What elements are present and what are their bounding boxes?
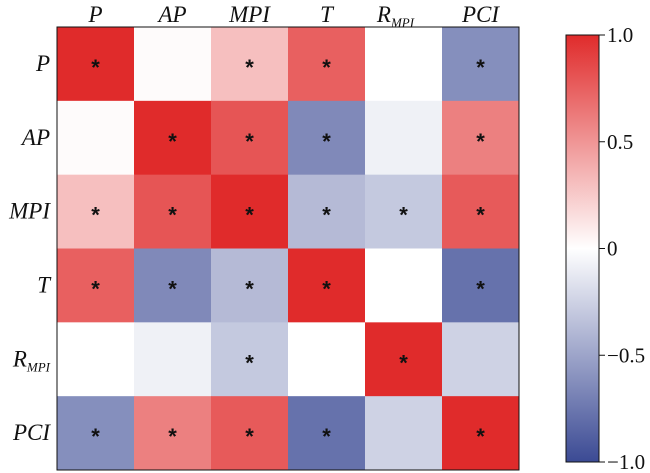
heatmap-cell	[442, 100, 520, 176]
significance-star: *	[91, 424, 100, 449]
significance-star: *	[476, 55, 485, 80]
colorbar-tick-label: −1.0	[607, 450, 645, 473]
significance-star: *	[91, 276, 100, 301]
colorbar-tick-label: 1.0	[607, 23, 633, 47]
heatmap-cell	[288, 174, 366, 249]
row-label: AP	[20, 125, 50, 150]
heatmap-cell	[442, 27, 520, 102]
column-label: RMPI	[376, 2, 415, 30]
heatmap-cell	[365, 248, 443, 323]
column-label: AP	[156, 2, 186, 27]
significance-star: *	[91, 203, 100, 228]
column-label: MPI	[228, 2, 271, 27]
heatmap-cell	[288, 248, 366, 323]
column-label: PCI	[461, 2, 500, 27]
significance-star: *	[322, 276, 331, 301]
heatmap-cell	[288, 322, 366, 397]
heatmap-cell	[211, 248, 289, 323]
heatmap-cell	[134, 322, 212, 397]
colorbar-tick-label: −0.5	[607, 343, 645, 367]
significance-markers: * * * * * * * * * * * * * * * * * * * * * * * * * *	[91, 55, 485, 449]
row-labels: P AP MPI T RMPI PCI	[8, 51, 52, 445]
heatmap-cell	[134, 100, 212, 176]
significance-star: *	[476, 424, 485, 449]
significance-star: *	[399, 203, 408, 228]
heatmap-cell	[288, 396, 366, 471]
heatmap-frame	[56, 26, 520, 471]
heatmap-cell	[57, 174, 135, 249]
heatmap-cell	[442, 174, 520, 249]
heatmap-cell	[134, 248, 212, 323]
heatmap-cell	[365, 27, 443, 102]
heatmap-cell	[134, 396, 212, 471]
significance-star: *	[245, 276, 254, 301]
heatmap-cell	[288, 27, 366, 102]
colorbar	[565, 34, 600, 463]
column-label: P	[87, 2, 102, 27]
significance-star: *	[322, 129, 331, 154]
significance-star: *	[245, 424, 254, 449]
row-label: P	[35, 51, 50, 76]
heatmap-cell	[211, 396, 289, 471]
colorbar-tick-label: 0.5	[607, 130, 633, 154]
significance-star: *	[245, 129, 254, 154]
colorbar-ticks: −1.0 −0.5 0 0.5 1.0	[599, 23, 645, 473]
significance-star: *	[245, 350, 254, 375]
heatmap-cell	[57, 322, 135, 397]
heatmap-cell	[57, 27, 135, 102]
heatmap-cell	[365, 322, 443, 397]
column-labels: P AP MPI T RMPI PCI	[87, 2, 500, 30]
heatmap-cell	[57, 248, 135, 323]
heatmap-cell	[442, 248, 520, 323]
significance-star: *	[322, 203, 331, 228]
heatmap-cell	[211, 174, 289, 249]
significance-star: *	[168, 424, 177, 449]
row-label: RMPI	[12, 346, 51, 374]
heatmap-cell	[365, 100, 443, 176]
heatmap-cell	[211, 27, 289, 102]
colorbar-tick-label: 0	[607, 237, 618, 261]
significance-star: *	[168, 276, 177, 301]
column-label: T	[320, 2, 335, 27]
heatmap-cell	[288, 100, 366, 176]
heatmap-cell	[211, 322, 289, 397]
significance-star: *	[168, 129, 177, 154]
heatmap-cell	[442, 322, 520, 397]
heatmap-cell	[442, 396, 520, 471]
heatmap-cells	[57, 27, 520, 471]
significance-star: *	[322, 424, 331, 449]
significance-star: *	[322, 55, 331, 80]
heatmap-cell	[365, 396, 443, 471]
heatmap-cell	[57, 396, 135, 471]
significance-star: *	[91, 55, 100, 80]
heatmap-cell	[365, 174, 443, 249]
significance-star: *	[476, 129, 485, 154]
significance-star: *	[245, 203, 254, 228]
row-label: PCI	[12, 420, 51, 445]
significance-star: *	[399, 350, 408, 375]
row-label: MPI	[8, 199, 51, 224]
significance-star: *	[168, 203, 177, 228]
heatmap-cell	[211, 100, 289, 176]
significance-star: *	[245, 55, 254, 80]
row-label: T	[37, 272, 52, 297]
heatmap-cell	[134, 27, 212, 102]
heatmap-cell	[134, 174, 212, 249]
heatmap-cell	[57, 100, 135, 176]
significance-star: *	[476, 203, 485, 228]
significance-star: *	[476, 276, 485, 301]
